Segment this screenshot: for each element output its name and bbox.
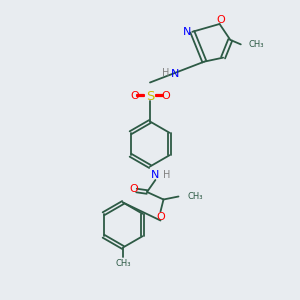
Text: H: H — [161, 68, 169, 78]
Text: CH₃: CH₃ — [188, 192, 203, 201]
Text: O: O — [130, 91, 139, 101]
Text: S: S — [146, 89, 154, 103]
Text: O: O — [156, 212, 165, 223]
Text: CH₃: CH₃ — [115, 259, 131, 268]
Text: N: N — [183, 27, 191, 37]
Text: O: O — [217, 15, 226, 26]
Text: CH₃: CH₃ — [248, 40, 264, 49]
Text: O: O — [161, 91, 170, 101]
Text: N: N — [151, 170, 160, 181]
Text: N: N — [171, 69, 179, 79]
Text: H: H — [163, 170, 170, 181]
Text: O: O — [129, 184, 138, 194]
